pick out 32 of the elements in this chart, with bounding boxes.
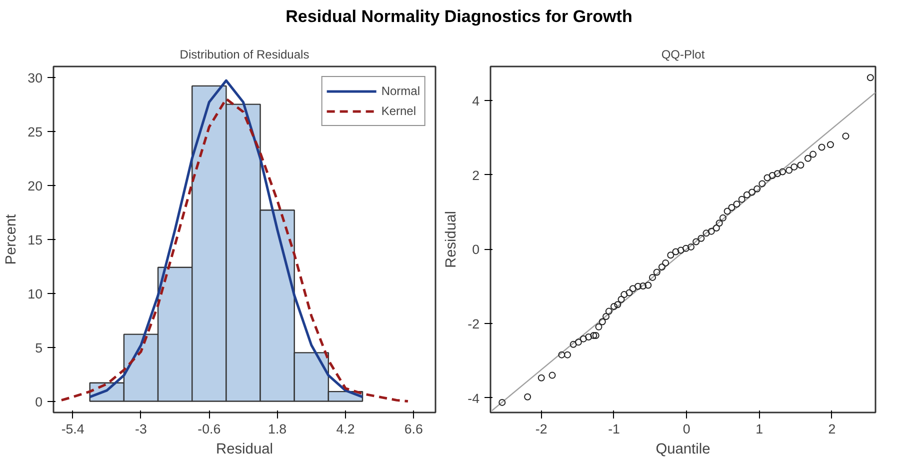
- y-tick-label: 4: [472, 93, 480, 108]
- x-tick-label: 0: [682, 422, 690, 436]
- y-tick-label: -4: [468, 390, 480, 406]
- chart-subtitle: Distribution of Residuals: [180, 48, 310, 62]
- y-tick-label: 2: [472, 168, 480, 183]
- x-tick-label: -0.6: [198, 422, 221, 436]
- x-tick-label: 1.8: [268, 422, 287, 436]
- x-tick-label: -2: [535, 422, 548, 436]
- legend-label: Normal: [381, 84, 420, 98]
- x-axis-title: Quantile: [656, 442, 710, 458]
- y-tick-label: 20: [28, 178, 43, 194]
- y-tick-label: -2: [468, 316, 480, 332]
- y-tick-label: 30: [28, 70, 43, 86]
- y-axis-title: Residual: [444, 210, 460, 268]
- y-tick-label: 5: [35, 340, 43, 356]
- y-axis-title: Percent: [4, 214, 20, 265]
- y-tick-label: 0: [472, 242, 480, 258]
- x-tick-label: -1: [608, 422, 620, 436]
- x-axis-title: Residual: [216, 442, 274, 458]
- chart-title: Residual Normality Diagnostics for Growth: [286, 6, 632, 28]
- y-tick-label: 25: [28, 124, 43, 140]
- x-tick-label: 1: [756, 422, 763, 436]
- x-tick-label: 6.6: [404, 422, 423, 436]
- legend-label: Kernel: [381, 104, 416, 118]
- x-tick-label: 2: [828, 422, 836, 436]
- y-tick-label: 15: [28, 232, 43, 248]
- chart-title: QQ-Plot: [661, 48, 706, 62]
- x-tick-label: -5.4: [61, 422, 85, 436]
- y-tick-label: 10: [28, 286, 43, 302]
- y-tick-label: 0: [35, 394, 43, 410]
- x-tick-label: 4.2: [336, 422, 355, 436]
- x-tick-label: -3: [135, 422, 147, 436]
